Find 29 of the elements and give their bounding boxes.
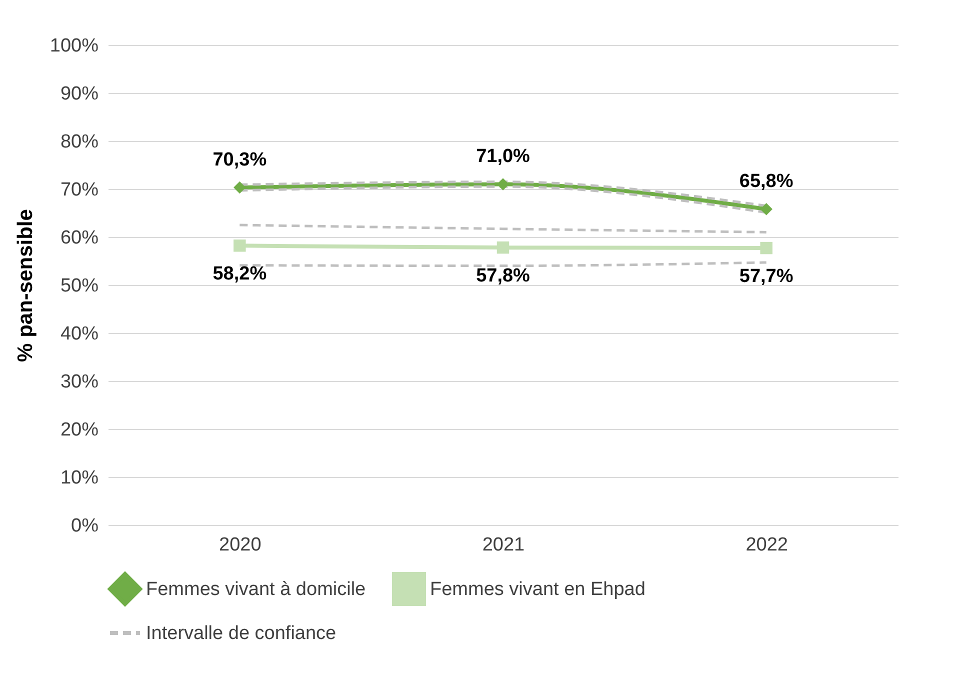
y-tick-label: 20% (60, 420, 99, 440)
y-tick-label: 0% (71, 516, 99, 536)
y-tick-label: 90% (60, 84, 99, 104)
y-tick-label: 30% (60, 372, 99, 392)
x-tick-label: 2022 (746, 534, 788, 556)
legend-label: Femmes vivant à domicile (146, 579, 366, 600)
y-tick-label: 40% (60, 324, 99, 344)
y-tick-label: 80% (60, 132, 99, 152)
y-tick-label: 100% (50, 36, 99, 56)
y-tick-label: 70% (60, 180, 99, 200)
legend-label: Femmes vivant en Ehpad (430, 579, 646, 600)
data-label: 71,0% (476, 146, 530, 168)
point (496, 241, 510, 254)
x-tick-label: 2021 (482, 534, 525, 556)
y-tick-label: 10% (60, 468, 99, 488)
point (760, 242, 772, 254)
y-tick-label: 60% (60, 228, 99, 248)
data-label: 65,8% (739, 171, 794, 192)
data-label: 57,8% (476, 266, 530, 287)
data-label: 58,2% (212, 264, 267, 285)
legend-label: Intervalle de confiance (146, 623, 336, 644)
y-tick-label: 50% (60, 276, 99, 296)
data-label: 57,7% (739, 266, 794, 288)
point (234, 240, 246, 252)
x-tick-label: 2020 (219, 534, 262, 556)
data-label: 70,3% (212, 150, 267, 171)
point (234, 181, 246, 194)
y-axis-title: % pan-sensible (14, 209, 37, 362)
point (760, 203, 772, 216)
